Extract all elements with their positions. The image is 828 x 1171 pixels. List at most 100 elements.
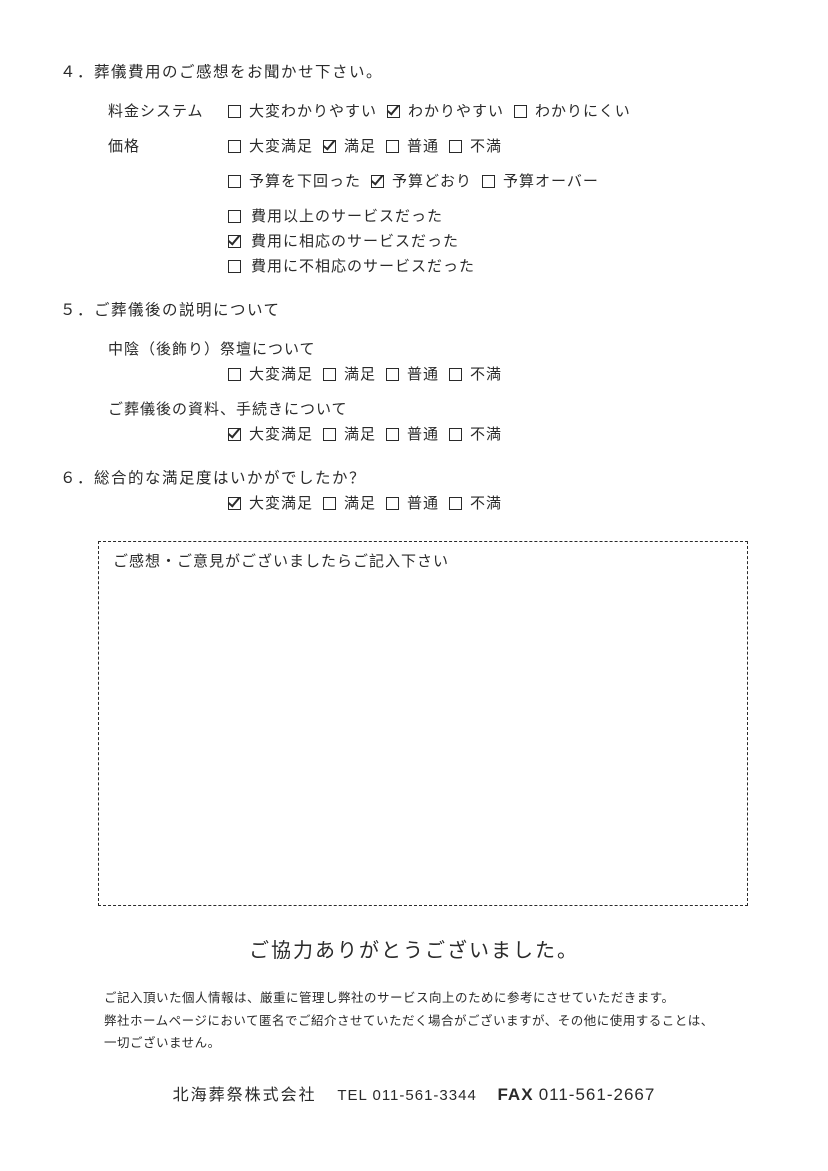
q5-title: ５．ご葬儀後の説明について [60,298,768,320]
options-stack: 費用以上のサービスだった 費用に相応のサービスだった 費用に不相応のサービスだっ… [228,205,475,276]
option-text: 費用に不相応のサービスだった [251,255,475,276]
question-5: ５．ご葬儀後の説明について 中陰（後飾り）祭壇について 大変満足 満足 普通 不… [60,298,768,444]
option-text: わかりやすい [408,100,504,121]
option-text: 大変満足 [249,363,313,384]
option: 満足 [323,135,376,156]
tel-number: 011-561-3344 [372,1087,476,1104]
option-text: 不満 [470,363,502,384]
option: 予算を下回った [228,170,361,191]
checkbox[interactable] [449,497,462,510]
disclaimer: ご記入頂いた個人情報は、厳重に管理し弊社のサービス向上のために参考にさせていただ… [104,987,738,1055]
checkbox[interactable] [386,368,399,381]
option-text: 予算を下回った [249,170,361,191]
option: わかりにくい [514,100,631,121]
option: 満足 [323,492,376,513]
option-text: 不満 [470,492,502,513]
option: 不満 [449,363,502,384]
footer: 北海葬祭株式会社 TEL 011-561-3344 FAX 011-561-26… [60,1081,768,1105]
comment-prompt: ご感想・ご意見がございましたらご記入下さい [113,550,733,571]
option: 費用以上のサービスだった [228,205,475,226]
option-text: 満足 [344,423,376,444]
option-text: 普通 [407,363,439,384]
comment-box[interactable]: ご感想・ご意見がございましたらご記入下さい [98,541,748,906]
q6-row-overall: 大変満足 満足 普通 不満 [60,492,768,513]
q4-row-price: 価格 大変満足 満足 普通 不満 [108,135,768,156]
q4-row-budget: 予算を下回った 予算どおり 予算オーバー [108,170,768,191]
checkbox[interactable] [228,368,241,381]
checkbox[interactable] [323,140,336,153]
checkbox[interactable] [228,140,241,153]
checkbox[interactable] [228,260,241,273]
question-6: ６．総合的な満足度はいかがでしたか？ 大変満足 満足 普通 不満 [60,466,768,513]
checkbox[interactable] [323,428,336,441]
option: 不満 [449,492,502,513]
checkbox[interactable] [228,497,241,510]
checkbox[interactable] [387,105,400,118]
option-text: 満足 [344,492,376,513]
option: 大変満足 [228,363,313,384]
checkbox[interactable] [228,210,241,223]
checkbox[interactable] [323,368,336,381]
option-text: 費用以上のサービスだった [251,205,443,226]
option: わかりやすい [387,100,504,121]
option-text: 費用に相応のサービスだった [251,230,459,251]
option: 大変満足 [228,492,313,513]
option-text: 満足 [344,135,376,156]
option: 予算どおり [371,170,472,191]
checkbox[interactable] [449,140,462,153]
option-text: 不満 [470,135,502,156]
option-text: 普通 [407,492,439,513]
q4-row-service-value: 費用以上のサービスだった 費用に相応のサービスだった 費用に不相応のサービスだっ… [108,205,768,276]
option: 不満 [449,423,502,444]
options: 大変満足 満足 普通 不満 [228,363,502,384]
option: 普通 [386,423,439,444]
checkbox[interactable] [386,140,399,153]
q5-sub2-label: ご葬儀後の資料、手続きについて [108,398,768,419]
thanks-message: ご協力ありがとうございました。 [60,934,768,963]
checkbox[interactable] [228,428,241,441]
option-text: 不満 [470,423,502,444]
options: 大変わかりやすい わかりやすい わかりにくい [228,100,631,121]
option-text: 大変わかりやすい [249,100,377,121]
checkbox[interactable] [228,175,241,188]
option-text: 普通 [407,135,439,156]
option-text: 予算どおり [392,170,472,191]
checkbox[interactable] [386,428,399,441]
fax-label: FAX [497,1085,533,1104]
checkbox[interactable] [449,428,462,441]
checkbox[interactable] [228,105,241,118]
option: 大変わかりやすい [228,100,377,121]
q5-sub1-label: 中陰（後飾り）祭壇について [108,338,768,359]
option-text: わかりにくい [535,100,631,121]
option-text: 予算オーバー [503,170,599,191]
option-text: 満足 [344,363,376,384]
label-price: 価格 [108,135,228,156]
checkbox[interactable] [371,175,384,188]
option: 大変満足 [228,135,313,156]
company-name: 北海葬祭株式会社 [173,1087,317,1104]
option: 予算オーバー [482,170,599,191]
question-4: ４．葬儀費用のご感想をお聞かせ下さい。 料金システム 大変わかりやすい わかりや… [60,60,768,276]
q4-row-pricing-system: 料金システム 大変わかりやすい わかりやすい わかりにくい [108,100,768,121]
option-text: 普通 [407,423,439,444]
q5-row-altar: 大変満足 満足 普通 不満 [60,363,768,384]
tel-label: TEL [337,1087,367,1104]
options: 大変満足 満足 普通 不満 [228,492,502,513]
q6-title: ６．総合的な満足度はいかがでしたか？ [60,466,768,488]
q5-row-documents: 大変満足 満足 普通 不満 [60,423,768,444]
q4-title: ４．葬儀費用のご感想をお聞かせ下さい。 [60,60,768,82]
options: 大変満足 満足 普通 不満 [228,423,502,444]
checkbox[interactable] [228,235,241,248]
checkbox[interactable] [482,175,495,188]
option: 普通 [386,363,439,384]
checkbox[interactable] [386,497,399,510]
checkbox[interactable] [514,105,527,118]
option: 普通 [386,492,439,513]
option: 普通 [386,135,439,156]
disclaimer-line: 一切ございません。 [104,1032,738,1055]
option: 大変満足 [228,423,313,444]
option: 満足 [323,423,376,444]
option: 不満 [449,135,502,156]
checkbox[interactable] [323,497,336,510]
checkbox[interactable] [449,368,462,381]
